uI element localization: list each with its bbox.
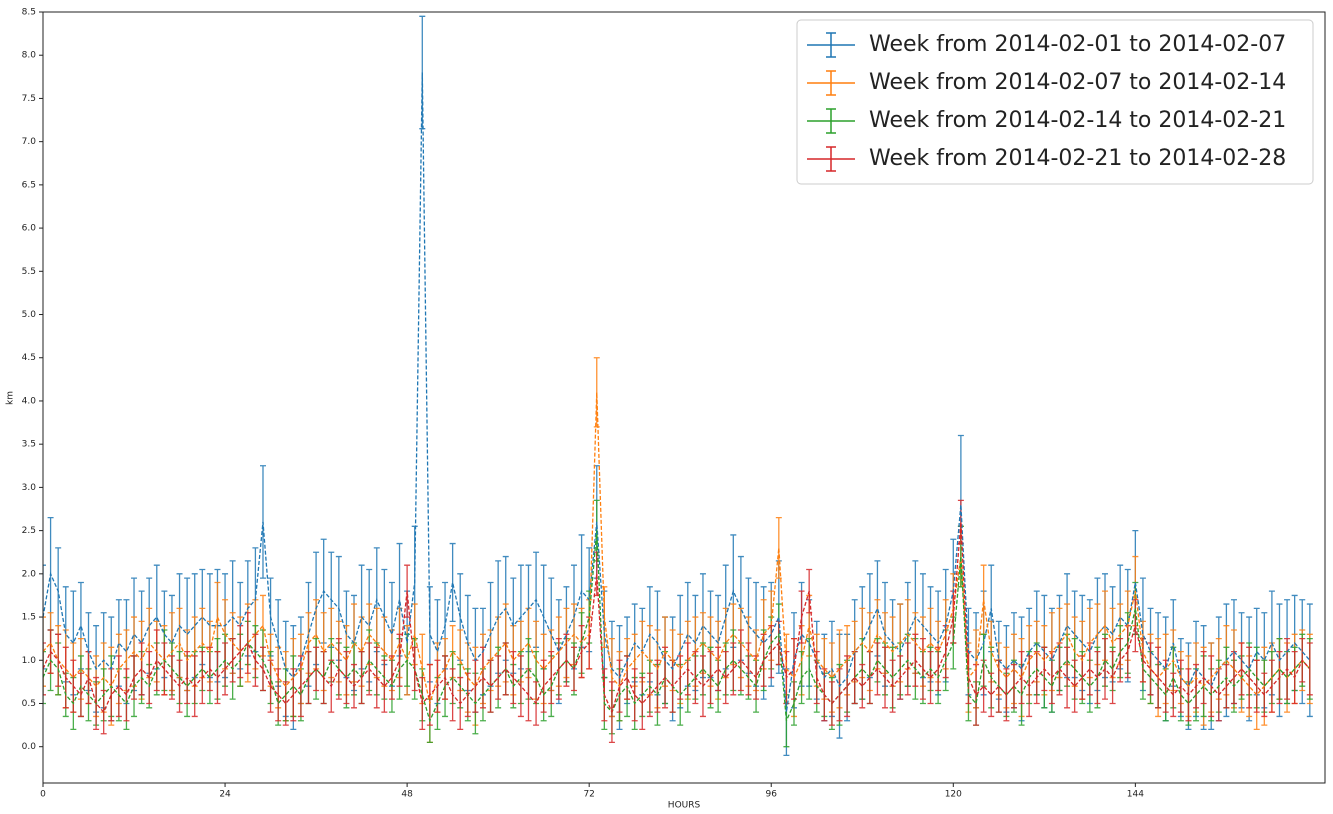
error-bar — [259, 646, 266, 692]
y-tick-label: 2.5 — [22, 526, 36, 536]
x-tick-label: 0 — [40, 790, 46, 800]
y-tick-label: 7.0 — [22, 137, 37, 147]
error-bar — [396, 633, 403, 687]
plot-frame — [42, 11, 1326, 784]
legend-label: Week from 2014-02-21 to 2014-02-28 — [869, 146, 1286, 171]
legend-symbol — [807, 108, 855, 134]
error-bar — [153, 629, 160, 692]
y-tick-label: 1.5 — [22, 613, 36, 623]
error-bar — [988, 672, 995, 718]
error-bar — [252, 633, 259, 687]
error-bar — [43, 650, 46, 705]
y-tick-label: 3.0 — [22, 483, 37, 493]
error-bar — [237, 625, 244, 679]
series-line — [43, 72, 1311, 713]
x-tick-label: 24 — [219, 790, 231, 800]
error-bar — [43, 616, 46, 687]
error-bar — [115, 655, 122, 718]
x-tick-label: 48 — [401, 790, 413, 800]
error-bar — [222, 642, 229, 696]
series-line — [43, 521, 1311, 715]
y-tick-label: 0.0 — [22, 742, 37, 752]
plot — [43, 15, 1313, 756]
error-bar — [730, 642, 737, 696]
error-bar — [1079, 655, 1086, 700]
y-tick-label: 1.0 — [22, 656, 37, 666]
y-tick-label: 8.0 — [22, 51, 37, 61]
error-bar — [1071, 659, 1078, 713]
error-bar — [449, 542, 456, 623]
error-bar — [775, 516, 782, 579]
error-bar — [844, 655, 851, 718]
legend: Week from 2014-02-01 to 2014-02-07 Week f… — [796, 19, 1314, 185]
error-bar — [381, 659, 388, 713]
error-bar — [593, 357, 600, 428]
error-bar — [1238, 642, 1245, 696]
legend-box — [796, 19, 1314, 185]
legend-symbol — [807, 70, 855, 96]
y-tick-label: 7.5 — [22, 94, 36, 104]
error-bar — [43, 642, 46, 696]
x-tick-label: 120 — [945, 790, 962, 800]
error-bar — [1306, 642, 1313, 696]
error-bar — [510, 650, 517, 705]
series-line — [43, 530, 1311, 723]
y-tick-label: 2.0 — [22, 569, 37, 579]
error-bar — [980, 564, 987, 635]
y-tick-label: 6.5 — [22, 180, 36, 190]
error-bar — [108, 668, 115, 722]
x-tick-label: 72 — [583, 790, 594, 800]
y-tick-label: 5.5 — [22, 267, 36, 277]
error-bar — [1064, 646, 1071, 709]
error-bar — [43, 564, 46, 670]
x-tick-label: 144 — [1127, 790, 1144, 800]
y-tick-label: 4.5 — [22, 353, 36, 363]
error-bar — [639, 676, 646, 731]
y-tick-label: 5.0 — [22, 310, 37, 320]
series-line — [43, 392, 1311, 704]
legend-label: Week from 2014-02-07 to 2014-02-14 — [869, 70, 1286, 95]
legend-symbol — [807, 146, 855, 172]
legend-label: Week from 2014-02-01 to 2014-02-07 — [869, 32, 1286, 57]
error-bar — [646, 672, 653, 718]
legend-symbol — [807, 32, 855, 58]
y-axis-label: km — [6, 391, 16, 405]
y-tick-label: 4.0 — [22, 396, 37, 406]
y-tick-label: 0.5 — [22, 699, 36, 709]
x-axis-label: HOURS — [668, 801, 701, 811]
y-tick-label: 3.5 — [22, 440, 36, 450]
error-bar — [388, 655, 395, 700]
error-bar — [1253, 659, 1260, 713]
x-tick-label: 96 — [766, 790, 778, 800]
y-tick-label: 6.0 — [22, 224, 37, 234]
y-tick-label: 8.5 — [22, 8, 36, 18]
error-bar — [859, 663, 866, 709]
error-bar — [1230, 650, 1237, 705]
error-bar — [715, 646, 722, 692]
error-bar — [229, 638, 236, 683]
error-bar — [722, 650, 729, 705]
error-bar — [373, 646, 380, 709]
error-bar — [631, 668, 638, 722]
legend-label: Week from 2014-02-14 to 2014-02-21 — [869, 108, 1286, 133]
error-bar — [282, 681, 289, 726]
error-bar — [737, 629, 744, 692]
error-bar — [131, 655, 138, 700]
error-bar — [624, 655, 631, 700]
error-bar — [275, 668, 282, 722]
error-bar — [935, 646, 942, 692]
error-bar — [1246, 646, 1253, 709]
error-bar — [1139, 638, 1146, 683]
